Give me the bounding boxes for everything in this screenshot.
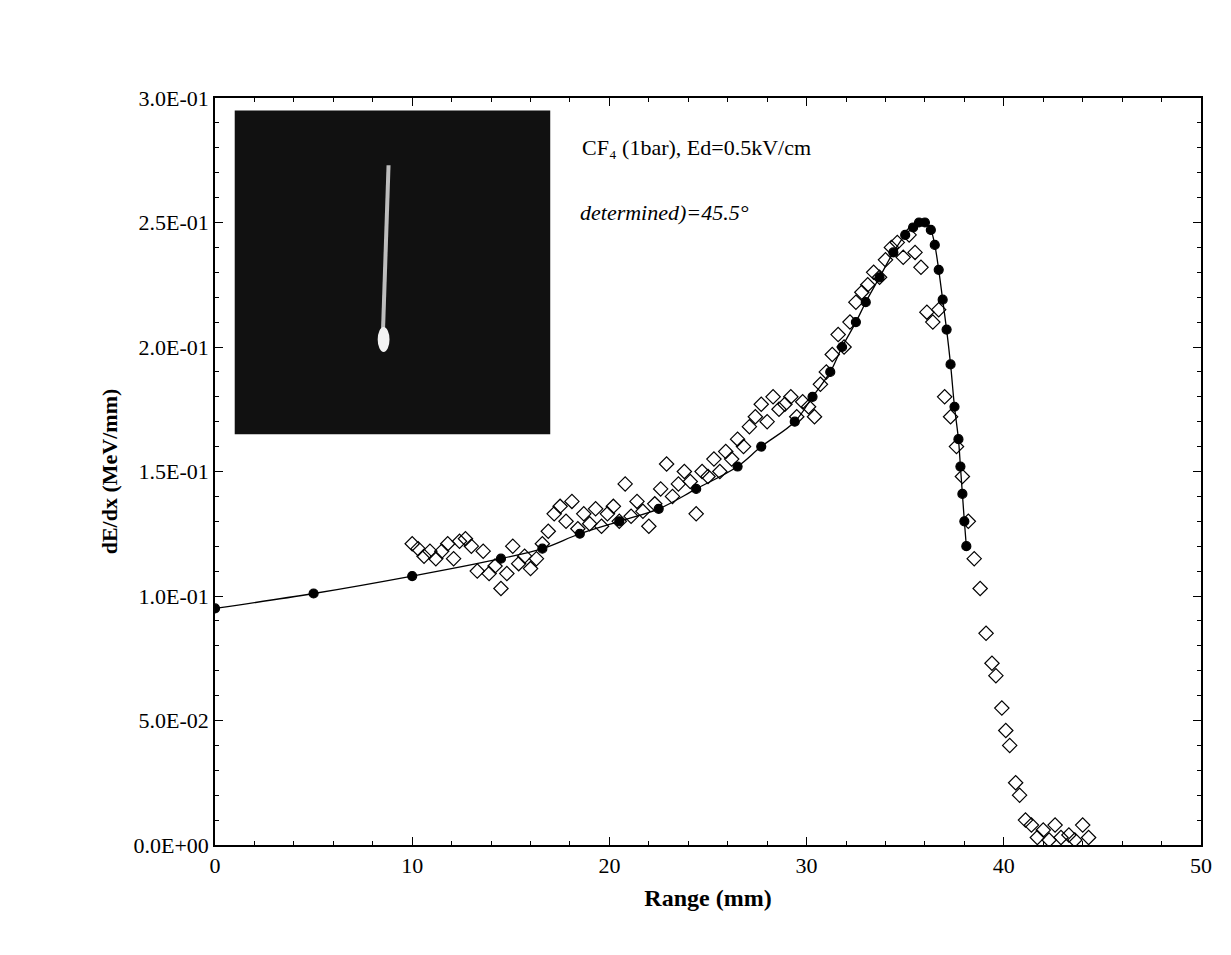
svg-text:40: 40: [993, 853, 1015, 878]
svg-text:20: 20: [598, 853, 620, 878]
svg-text:3.0E-01: 3.0E-01: [139, 86, 209, 111]
svg-text:determined)=45.5°: determined)=45.5°: [580, 200, 749, 225]
svg-text:5.0E-02: 5.0E-02: [139, 708, 209, 733]
svg-text:CF₄ (1bar), Ed=0.5kV/cm: CF₄ (1bar), Ed=0.5kV/cm: [582, 135, 811, 160]
svg-text:dE/dx (MeV/mm): dE/dx (MeV/mm): [97, 389, 122, 555]
svg-text:Range (mm): Range (mm): [644, 885, 771, 911]
svg-text:1.5E-01: 1.5E-01: [139, 459, 209, 484]
svg-text:30: 30: [796, 853, 818, 878]
svg-text:50: 50: [1190, 853, 1212, 878]
svg-text:0: 0: [210, 853, 221, 878]
svg-text:2.0E-01: 2.0E-01: [139, 335, 209, 360]
svg-text:2.5E-01: 2.5E-01: [139, 210, 209, 235]
svg-text:10: 10: [401, 853, 423, 878]
svg-text:0.0E+00: 0.0E+00: [133, 833, 208, 858]
svg-text:1.0E-01: 1.0E-01: [139, 584, 209, 609]
